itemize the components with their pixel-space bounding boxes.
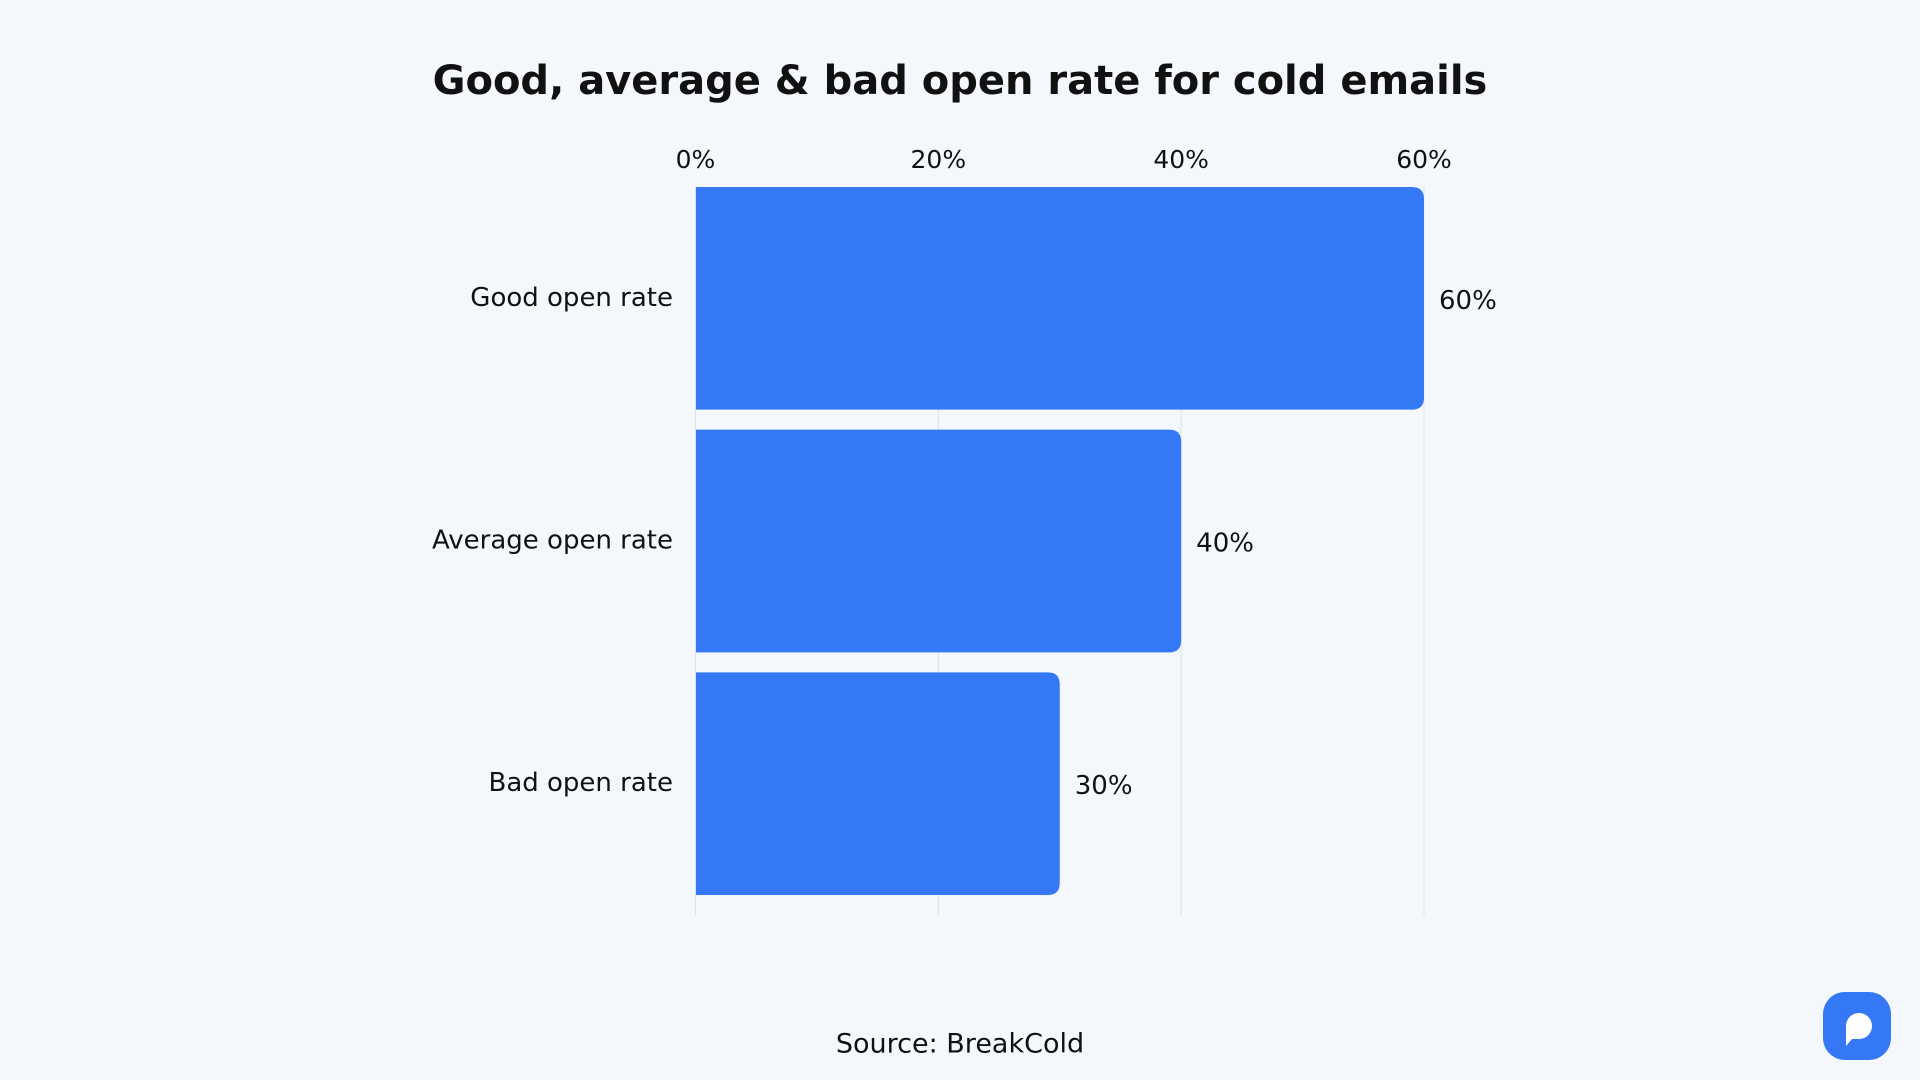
value-label: 40% (1196, 529, 1254, 559)
source: Source: BreakCold (836, 1029, 1084, 1060)
x-tick-label: 0% (676, 145, 716, 174)
y-tick-label: Good open rate (470, 283, 673, 313)
value-label: 60% (1439, 286, 1497, 316)
bar (695, 429, 1182, 653)
y-tick-label: Average open rate (432, 526, 673, 556)
x-tick-label: 20% (911, 145, 967, 174)
value-label: 30% (1075, 771, 1133, 801)
y-tick-label: Bad open rate (488, 768, 673, 798)
chart-title: Good, average & bad open rate for cold e… (433, 58, 1488, 104)
bar (695, 672, 1060, 895)
x-tick-label: 40% (1153, 145, 1209, 174)
logo (1823, 992, 1891, 1060)
bar (695, 187, 1424, 410)
logo-mark (1846, 1013, 1872, 1046)
x-tick-label: 60% (1396, 145, 1452, 174)
